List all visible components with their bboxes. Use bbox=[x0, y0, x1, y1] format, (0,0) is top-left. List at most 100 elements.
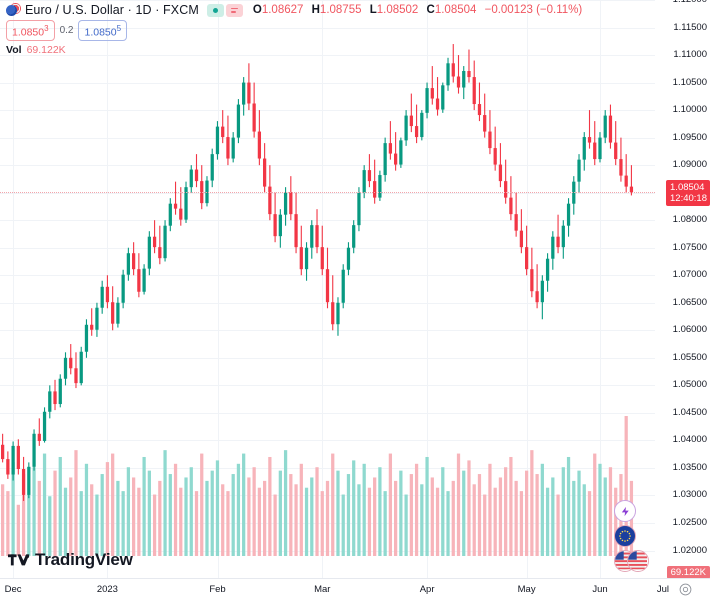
candles-toggle[interactable] bbox=[206, 3, 224, 17]
grid-line bbox=[0, 82, 655, 84]
volume-bar bbox=[147, 470, 151, 556]
candle-body bbox=[74, 368, 78, 384]
candle-body bbox=[362, 170, 366, 193]
candle-body bbox=[331, 302, 335, 325]
candle-body bbox=[132, 253, 136, 270]
candle-body bbox=[619, 159, 623, 176]
volume-bar bbox=[341, 494, 345, 556]
volume-bar bbox=[572, 480, 576, 556]
lightning-icon bbox=[621, 506, 629, 516]
volume-bar bbox=[48, 496, 52, 556]
chart-plot-area[interactable] bbox=[0, 0, 664, 579]
candle-body bbox=[189, 169, 193, 188]
volume-bar bbox=[304, 487, 309, 556]
bid-price[interactable]: 1.08503 bbox=[6, 19, 55, 42]
high-value: 1.08755 bbox=[319, 4, 362, 16]
volume-bar bbox=[409, 474, 413, 556]
candle-body bbox=[42, 411, 47, 441]
volume-bar bbox=[598, 463, 602, 556]
candle-body bbox=[215, 126, 220, 155]
candle-body bbox=[263, 158, 267, 187]
candle-body bbox=[200, 181, 204, 204]
candle-body bbox=[404, 115, 408, 141]
time-tick: Apr bbox=[419, 584, 435, 595]
grid-vline bbox=[526, 0, 528, 578]
candle-body bbox=[205, 180, 209, 204]
volume-bar bbox=[608, 467, 613, 556]
eur-usd-flags-icon bbox=[6, 3, 22, 17]
candle-body bbox=[540, 280, 544, 303]
candle-body bbox=[561, 225, 565, 248]
grid-line bbox=[0, 467, 655, 469]
grid-line bbox=[0, 165, 655, 167]
volume-bar bbox=[493, 487, 497, 556]
candle-body bbox=[126, 253, 131, 275]
candle-body bbox=[551, 236, 555, 259]
volume-bar bbox=[27, 494, 31, 556]
candle-body bbox=[477, 104, 482, 116]
time-axis[interactable]: Dec 2023 Feb Mar Apr May Jun Jul bbox=[0, 578, 710, 600]
candle-body bbox=[420, 112, 424, 138]
eu-flag-badge[interactable] bbox=[614, 525, 636, 547]
volume-bar bbox=[352, 460, 356, 556]
ask-price[interactable]: 1.08505 bbox=[78, 19, 128, 42]
candle-body bbox=[90, 324, 94, 330]
time-settings-icon[interactable] bbox=[679, 583, 692, 596]
candle-wick bbox=[536, 264, 538, 309]
candle-body bbox=[268, 186, 272, 215]
volume-bar bbox=[446, 491, 450, 556]
candle-body bbox=[629, 186, 634, 193]
candle-body bbox=[472, 77, 476, 105]
volume-bar bbox=[268, 456, 272, 556]
candle-body bbox=[367, 170, 372, 182]
candle-body bbox=[488, 131, 492, 149]
candle-body bbox=[587, 137, 592, 143]
candle-body bbox=[315, 225, 319, 248]
volume-bar bbox=[132, 477, 136, 556]
tradingview-watermark: TradingView bbox=[8, 550, 133, 570]
currency-pair-badge[interactable] bbox=[614, 550, 650, 572]
volume-bar bbox=[582, 484, 586, 556]
grid-line bbox=[0, 110, 655, 112]
lightning-badge[interactable] bbox=[614, 500, 636, 522]
volume-bar bbox=[425, 456, 429, 556]
volume-bar bbox=[205, 480, 209, 556]
candle-body bbox=[242, 82, 246, 105]
volume-bar bbox=[184, 477, 188, 556]
volume-bar bbox=[173, 463, 178, 556]
candle-body bbox=[11, 445, 15, 475]
volume-bar bbox=[6, 491, 10, 556]
countdown-value: 12:40:18 bbox=[670, 193, 707, 205]
price-tick: 1.05500 bbox=[672, 351, 707, 363]
time-tick: May bbox=[517, 584, 536, 595]
time-tick: Jun bbox=[592, 584, 608, 595]
candle-body bbox=[325, 269, 330, 303]
volume-bar bbox=[456, 453, 461, 556]
open-value: 1.08627 bbox=[261, 4, 304, 16]
candle-body bbox=[294, 214, 298, 248]
ohlc-values: O1.08627 H1.08755 L1.08502 C1.08504 −0.0… bbox=[253, 4, 582, 16]
candle-body bbox=[184, 187, 188, 220]
eu-flag-icon-small bbox=[627, 550, 649, 572]
volume-bar bbox=[441, 467, 445, 556]
candle-body bbox=[341, 269, 345, 303]
close-value: 1.08504 bbox=[434, 4, 477, 16]
grid-line bbox=[0, 385, 655, 387]
candle-body bbox=[116, 302, 120, 324]
volume-bar bbox=[509, 456, 513, 556]
candle-body bbox=[283, 192, 288, 215]
grid-line bbox=[0, 330, 655, 332]
volume-bar bbox=[414, 463, 419, 556]
price-axis[interactable]: 1.12000 1.11500 1.11000 1.10500 1.10000 1.095… bbox=[655, 0, 710, 583]
symbol-title[interactable]: Euro / U.S. Dollar · 1D · FXCM bbox=[25, 3, 199, 17]
candle-body bbox=[467, 71, 471, 78]
legend-quote-row: 1.08503 0.2 1.08505 bbox=[6, 19, 582, 42]
volume-bar bbox=[210, 470, 214, 556]
volume-bar bbox=[435, 487, 440, 556]
candle-body bbox=[137, 269, 141, 292]
candle-body bbox=[226, 137, 230, 159]
candle-body bbox=[409, 115, 413, 127]
bars-toggle[interactable] bbox=[225, 3, 243, 17]
price-tick: 1.11000 bbox=[673, 49, 707, 60]
